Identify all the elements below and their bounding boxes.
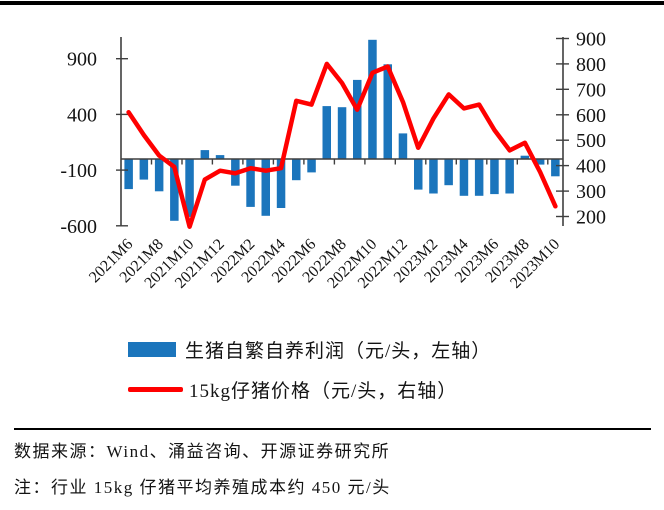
legend-item-profit: 生猪自繁自养利润（元/头，左轴） (128, 336, 536, 363)
right-axis-tick-label: 200 (576, 207, 606, 229)
bar-2023M10 (551, 159, 560, 177)
bar-2022M12 (398, 133, 408, 159)
bar-2022M3 (261, 159, 270, 216)
right-axis-tick-label: 800 (576, 54, 606, 76)
bar-2021M7 (139, 159, 149, 180)
price-line (126, 61, 558, 229)
bar-2023M5 (474, 159, 484, 196)
legend-label-profit: 生猪自繁自养利润（元/头，左轴） (185, 341, 492, 362)
legend-bar-swatch (128, 342, 176, 357)
data-source-note: 数据来源：Wind、涌益咨询、开源证券研究所 (14, 442, 391, 461)
bar-2023M9 (535, 159, 545, 165)
bar-2022M9 (353, 79, 362, 159)
chart-canvas: 900 400 -100 -600 900 800 700 600 500 400 300 200 20… (60, 29, 606, 292)
bar-2021M9 (170, 159, 179, 221)
profit-bars (124, 39, 560, 221)
bar-2022M6 (307, 159, 316, 173)
left-axis-tick-label: 400 (67, 104, 97, 126)
x-tick-labels: 2021M62021M82021M102021M122022M22022M420… (86, 236, 563, 292)
x-axis (121, 158, 563, 165)
bar-2023M7 (505, 159, 514, 194)
bar-2021M10 (185, 159, 194, 217)
bar-2022M4 (276, 159, 286, 208)
bar-2023M8 (520, 155, 530, 159)
right-axis-tick-label: 400 (576, 156, 606, 178)
bar-2022M5 (292, 159, 301, 181)
bar-2021M8 (154, 159, 164, 192)
bar-2023M6 (490, 159, 499, 195)
legend-label-price: 15kg仔猪价格（元/头，右轴） (189, 381, 458, 402)
legend-line-swatch (128, 387, 183, 392)
bar-2021M11 (200, 150, 210, 159)
legend-item-price: 15kg仔猪价格（元/头，右轴） (128, 376, 536, 403)
bar-2023M3 (444, 159, 453, 186)
top-border-rule (0, 1, 664, 5)
left-axis-tick-label: -600 (60, 216, 97, 238)
right-axis-tick-label: 600 (576, 105, 606, 127)
left-axis-tick-label: -100 (60, 160, 97, 182)
bar-2022M7 (322, 106, 331, 159)
right-axis-tick-label: 500 (576, 130, 606, 152)
bar-2022M2 (246, 159, 255, 207)
right-axis-tick-label: 300 (576, 181, 606, 203)
bar-2022M11 (383, 64, 392, 159)
bar-2021M6 (124, 159, 133, 190)
bar-2023M2 (429, 159, 438, 194)
bar-2022M10 (368, 39, 377, 159)
bar-2022M8 (337, 107, 347, 159)
right-axis-tick-label: 900 (576, 29, 606, 51)
dual-axis-chart: 900 400 -100 -600 900 800 700 600 500 400 300 200 20… (60, 29, 606, 292)
right-axis: 900 800 700 600 500 400 300 200 (556, 29, 606, 229)
bar-2021M12 (215, 155, 225, 159)
left-axis: 900 400 -100 -600 (60, 37, 128, 238)
chart-legend: 生猪自繁自养利润（元/头，左轴） 15kg仔猪价格（元/头，右轴） (0, 336, 664, 403)
cost-note: 注：行业 15kg 仔猪平均养殖成本约 450 元/头 (14, 478, 391, 497)
left-axis-tick-label: 900 (67, 49, 97, 71)
bar-2023M4 (459, 159, 469, 196)
right-axis-tick-label: 700 (576, 79, 606, 101)
footer-divider (14, 428, 651, 430)
bar-2023M1 (414, 159, 423, 190)
